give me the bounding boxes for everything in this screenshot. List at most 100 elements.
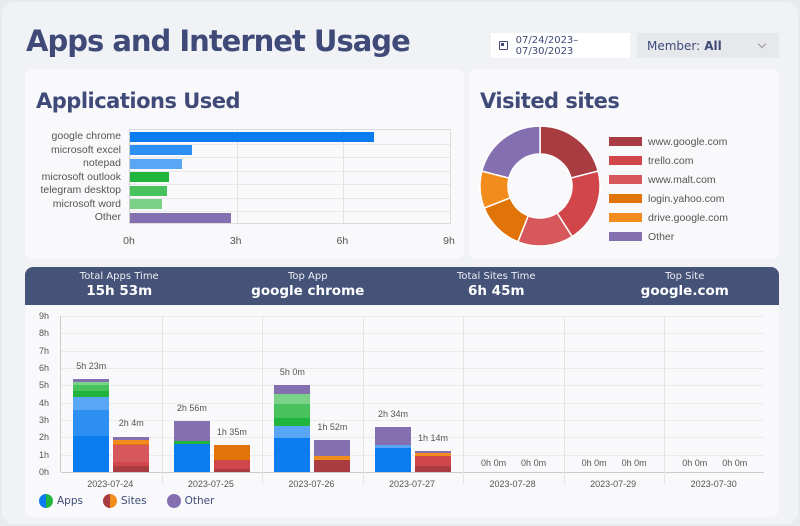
bar-segment xyxy=(113,445,150,463)
legend-swatch xyxy=(609,156,642,165)
legend-swatch xyxy=(609,194,642,203)
grid-line xyxy=(61,402,764,404)
app-bar[interactable] xyxy=(130,185,168,196)
daily-legend: Apps Sites Other xyxy=(39,494,234,508)
apps-bar[interactable] xyxy=(375,427,411,472)
apps-legend-icon xyxy=(39,494,53,508)
x-tick-label: 3h xyxy=(229,235,242,247)
x-tick-label: 0h xyxy=(123,235,135,247)
sites-legend: www.google.com trello.com www.malt.com logi… xyxy=(609,132,728,246)
legend-label: drive.google.com xyxy=(648,211,728,224)
stat-value: 15h 53m xyxy=(86,283,153,299)
apps-bar[interactable] xyxy=(173,421,210,472)
date-label: 2023-07-25 xyxy=(187,479,234,489)
donut-slice[interactable] xyxy=(480,125,541,179)
legend-item[interactable]: drive.google.com xyxy=(609,208,728,227)
legend-swatch xyxy=(609,175,642,184)
y-tick-label: 9h xyxy=(39,311,50,321)
bar-segment xyxy=(73,435,110,472)
app-label: microsoft outlook xyxy=(41,170,121,183)
visited-sites-card: Visited sites www.google.com trello.com ww… xyxy=(469,69,779,259)
stat-label: Top Site xyxy=(665,271,705,282)
daily-usage-chart: 5h 23m 2h 4m 2h 56m 1h 35m 5h 0m 1h 52m 2h 34m… xyxy=(60,316,764,484)
apps-bar[interactable] xyxy=(274,385,311,472)
bar-segment xyxy=(274,394,311,405)
y-tick-label: 4h xyxy=(39,397,50,408)
sites-total-label: 0h 0m xyxy=(621,458,647,468)
row-line xyxy=(130,143,450,145)
bar-segment xyxy=(73,390,110,397)
bar-segment xyxy=(274,385,311,395)
legend-item[interactable]: Other xyxy=(166,494,214,508)
applications-bar-chart xyxy=(129,129,451,224)
bar-segment xyxy=(415,452,451,456)
legend-item[interactable]: login.yahoo.com xyxy=(609,189,728,208)
apps-bar[interactable] xyxy=(73,378,110,472)
date-range-picker[interactable]: 07/24/2023–07/30/2023 xyxy=(491,33,630,58)
legend-item[interactable]: www.google.com xyxy=(609,132,728,151)
y-tick-label: 5h xyxy=(39,380,50,391)
row-line xyxy=(130,184,450,185)
stat-item: Top App google chrome xyxy=(214,267,403,305)
app-bar[interactable] xyxy=(130,145,193,156)
bar-segment xyxy=(213,469,250,472)
grid-line xyxy=(61,316,764,317)
legend-label: Apps xyxy=(57,495,83,507)
app-label: microsoft word xyxy=(52,197,121,210)
stat-item: Top Site google.com xyxy=(591,267,780,305)
donut-slice[interactable] xyxy=(539,125,600,179)
app-bar[interactable] xyxy=(130,131,374,142)
legend-item[interactable]: Other xyxy=(609,227,728,246)
bar-segment xyxy=(173,444,210,472)
sites-bar[interactable] xyxy=(415,450,451,472)
sites-total-label: 2h 4m xyxy=(118,418,144,429)
app-bar[interactable] xyxy=(130,172,170,183)
legend-item[interactable]: Apps xyxy=(39,494,83,508)
stat-value: google.com xyxy=(640,283,729,299)
applications-used-title: Applications Used xyxy=(36,89,241,113)
legend-item[interactable]: Sites xyxy=(102,494,147,508)
grid-line xyxy=(61,420,764,421)
date-label: 2023-07-27 xyxy=(388,479,436,489)
bar-segment xyxy=(314,455,351,460)
legend-item[interactable]: www.malt.com xyxy=(609,170,728,189)
bar-segment xyxy=(375,445,411,448)
day-divider xyxy=(362,316,364,484)
stat-item: Total Apps Time 15h 53m xyxy=(25,267,214,305)
app-labels: google chrome microsoft excel notepad micro… xyxy=(25,130,121,225)
date-label: 2023-07-24 xyxy=(87,479,134,489)
y-tick-label: 3h xyxy=(39,415,50,425)
sites-total-label: 1h 35m xyxy=(216,426,247,437)
date-label: 2023-07-30 xyxy=(690,479,737,489)
y-tick-label: 7h xyxy=(39,345,50,356)
bar-segment xyxy=(415,450,451,453)
bar-segment xyxy=(213,444,250,460)
legend-item[interactable]: trello.com xyxy=(609,151,728,170)
apps-total-label: 0h 0m xyxy=(581,458,607,468)
app-bar[interactable] xyxy=(130,158,182,169)
sites-bar[interactable] xyxy=(113,436,150,472)
date-label: 2023-07-26 xyxy=(288,479,335,489)
row-line xyxy=(130,157,450,158)
grid-line xyxy=(236,130,238,223)
x-tick-label: 6h xyxy=(336,235,349,247)
row-line xyxy=(130,197,450,199)
bar-segment xyxy=(73,381,110,386)
applications-used-card: Applications Used google chrome microsoft… xyxy=(25,69,464,259)
grid-line xyxy=(61,385,764,387)
legend-label: Other xyxy=(648,230,675,243)
y-tick-label: 2h xyxy=(39,432,50,443)
bar-segment xyxy=(113,465,150,472)
grid-line xyxy=(61,333,764,335)
bar-segment xyxy=(113,443,150,446)
app-bar[interactable] xyxy=(130,212,232,223)
member-select[interactable]: Member: All xyxy=(637,33,779,58)
sites-bar[interactable] xyxy=(213,444,250,472)
day-divider xyxy=(664,316,666,484)
app-label: notepad xyxy=(83,157,121,169)
app-bar[interactable] xyxy=(130,199,162,210)
legend-swatch xyxy=(609,213,642,222)
grid-line xyxy=(343,130,345,223)
sites-bar[interactable] xyxy=(314,439,351,472)
